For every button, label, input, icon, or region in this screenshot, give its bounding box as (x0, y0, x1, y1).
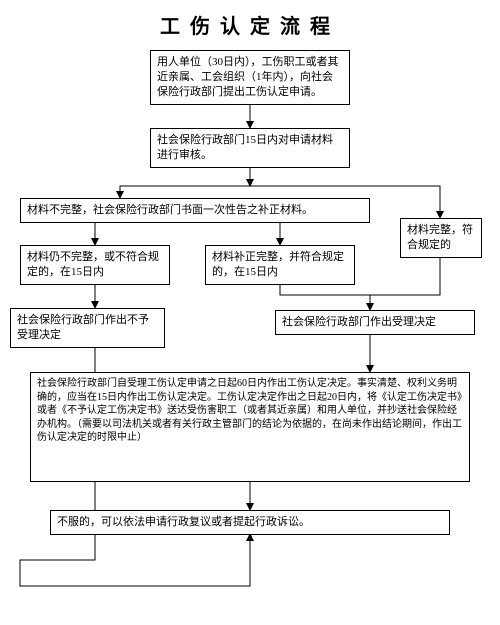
flow-node-n8: 社会保险行政部门作出受理决定 (275, 310, 475, 335)
flow-node-n9: 社会保险行政部门自受理工伤认定申请之日起60日内作出工伤认定决定。事实清楚、权利… (30, 372, 470, 482)
edge-2 (120, 186, 250, 198)
flow-node-n10: 不服的，可以依法申请行政复议或者提起行政诉讼。 (50, 510, 450, 535)
flow-node-n2: 社会保险行政部门15日内对申请材料进行审核。 (150, 128, 350, 168)
flow-node-n5: 材料补正完整，并符合规定的，在15日内 (205, 245, 355, 285)
edge-8 (370, 258, 440, 295)
flow-node-n4: 材料仍不完整，或不符合规定的，在15日内 (20, 245, 170, 285)
page-title: 工伤认定流程 (0, 10, 500, 39)
flow-node-n6: 材料完整，符合规定的 (400, 218, 482, 258)
flow-node-n7: 社会保险行政部门作出不予受理决定 (10, 308, 165, 348)
flow-node-n3: 材料不完整，社会保险行政部门书面一次性告之补正材料。 (20, 198, 370, 223)
edge-7 (280, 281, 370, 310)
flow-node-n1: 用人单位（30日内），工伤职工或者其近亲属、工会组织（1年内），向社会保险行政部… (150, 50, 350, 105)
